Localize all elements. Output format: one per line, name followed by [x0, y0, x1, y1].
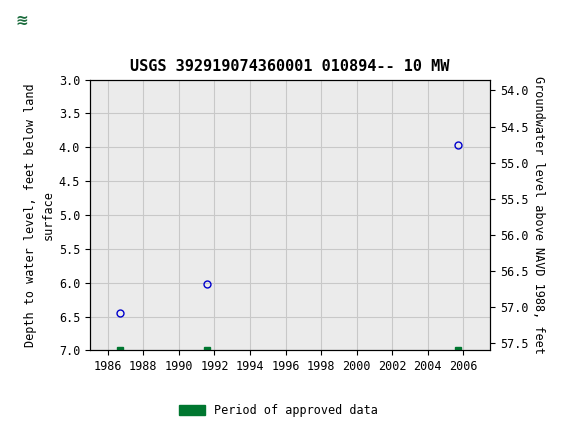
- Y-axis label: Groundwater level above NAVD 1988, feet: Groundwater level above NAVD 1988, feet: [532, 76, 545, 354]
- Text: USGS 392919074360001 010894-- 10 MW: USGS 392919074360001 010894-- 10 MW: [130, 59, 450, 74]
- Text: ≋: ≋: [16, 13, 28, 28]
- Y-axis label: Depth to water level, feet below land
surface: Depth to water level, feet below land su…: [24, 83, 55, 347]
- Text: USGS: USGS: [44, 12, 99, 29]
- FancyBboxPatch shape: [6, 4, 38, 37]
- Legend: Period of approved data: Period of approved data: [174, 399, 383, 422]
